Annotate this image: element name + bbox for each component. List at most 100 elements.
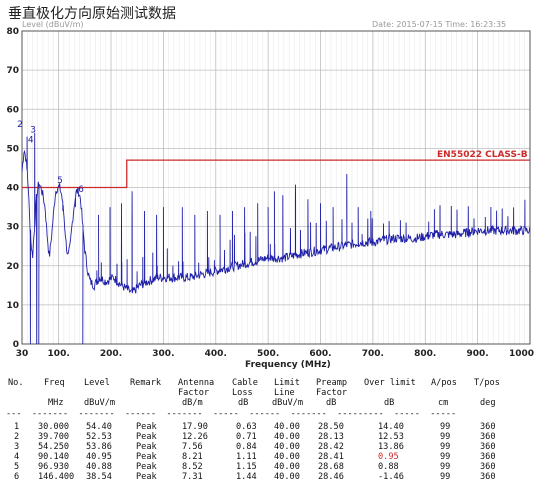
table-cell-over: 0.88	[378, 462, 399, 472]
x-tick-label: 1000	[509, 349, 534, 359]
table-cell-freq: 54.250	[38, 442, 70, 452]
table-cell-over: 0.95	[378, 452, 399, 462]
table-cell-no: 4	[14, 452, 20, 462]
table-cell-apos: 99	[440, 442, 451, 452]
table-cell-level: 40.88	[86, 462, 112, 472]
table-cell-antenna: 12.26	[182, 432, 208, 442]
table-cell-preamp: 28.50	[318, 422, 344, 432]
table-cell-remark: Peak	[136, 442, 157, 452]
table-cell-cable: 0.84	[236, 442, 257, 452]
y-tick-label: 20	[6, 262, 19, 272]
table-cell-no: 2	[14, 432, 20, 442]
col-antenna-unit: dB/m	[182, 398, 203, 408]
table-cell-over: 14.40	[378, 422, 404, 432]
table-cell-freq: 90.140	[38, 452, 70, 462]
table-cell-antenna: 7.31	[182, 472, 203, 482]
x-tick-label: 30	[16, 349, 29, 359]
marker-label-6: 6	[78, 185, 84, 195]
y-tick-label: 40	[6, 184, 19, 194]
x-axis-label: Frequency (MHz)	[245, 360, 331, 370]
table-cell-no: 6	[14, 472, 20, 482]
page-caption: 垂直极化方向原始测试数据	[8, 6, 176, 22]
table-cell-no: 1	[14, 422, 20, 432]
col-limit-unit: dBuV/m	[272, 398, 304, 408]
table-cell-tpos: 360	[480, 472, 496, 482]
col-over: Over limit	[364, 378, 416, 388]
marker-label-4: 4	[28, 135, 34, 145]
col-level-unit: dBuV/m	[84, 398, 116, 408]
table-cell-freq: 30.000	[38, 422, 70, 432]
col-freq: Freq	[44, 378, 65, 388]
col-tpos-unit: deg	[480, 398, 496, 408]
emission-trace-group	[21, 132, 531, 345]
table-cell-limit: 40.00	[274, 472, 300, 482]
table-header: No. Freq MHz Level dBuV/m Remark Antenna…	[6, 376, 536, 420]
table-cell-tpos: 360	[480, 462, 496, 472]
chart-axes: 0 10 20 30 40 50 60 70 80 30 100. 200. 300. 400. 500. 6…	[6, 27, 534, 359]
watermark	[388, 452, 536, 498]
table-cell-preamp: 28.41	[318, 452, 344, 462]
table-cell-limit: 40.00	[274, 432, 300, 442]
table-cell-no: 3	[14, 442, 20, 452]
col-cable-unit: dB	[238, 398, 249, 408]
table-cell-over: 12.53	[378, 432, 404, 442]
x-tick-label: 300.	[152, 349, 174, 359]
x-tick-label: 700.	[362, 349, 384, 359]
col-cable: Cable	[232, 378, 258, 388]
chart-header-right: Date: 2015-07-15 Time: 16:23:35	[372, 20, 506, 29]
table-cell-preamp: 28.46	[318, 472, 344, 482]
x-tick-label: 800.	[414, 349, 436, 359]
col-preamp-2: Factor	[316, 388, 348, 398]
marker-label-3: 3	[30, 125, 36, 135]
table-cell-freq: 146.400	[38, 472, 75, 482]
col-preamp-unit: dB	[326, 398, 337, 408]
table-cell-cable: 0.71	[236, 432, 257, 442]
table-cell-freq: 96.930	[38, 462, 70, 472]
table-cell-over: 13.86	[378, 442, 404, 452]
table-cell-cable: 1.11	[236, 452, 257, 462]
col-tpos: T/pos	[474, 378, 500, 388]
col-apos: A/pos	[431, 378, 457, 388]
table-cell-antenna: 7.56	[182, 442, 203, 452]
table-cell-apos: 99	[440, 422, 451, 432]
table-cell-cable: 1.15	[236, 462, 257, 472]
table-cell-over: -1.46	[378, 472, 404, 482]
table-cell-tpos: 360	[480, 442, 496, 452]
table-cell-remark: Peak	[136, 422, 157, 432]
col-freq-unit: MHz	[48, 398, 64, 408]
peak-markers: 234 5 6	[17, 120, 84, 195]
table-cell-remark: Peak	[136, 472, 157, 482]
marker-label-2: 2	[17, 120, 23, 130]
x-tick-label: 600.	[309, 349, 331, 359]
table-row: 6 146.400 38.54 Peak 7.31 1.44 40.00 28.46 -1.46…	[6, 472, 536, 482]
table-cell-level: 53.86	[86, 442, 112, 452]
table-cell-apos: 99	[440, 452, 451, 462]
col-limit-2: Line	[274, 388, 295, 398]
table-cell-preamp: 28.68	[318, 462, 344, 472]
table-cell-tpos: 360	[480, 452, 496, 462]
y-tick-label: 0	[13, 340, 19, 350]
col-preamp: Preamp	[316, 378, 348, 388]
table-cell-cable: 0.63	[236, 422, 257, 432]
x-tick-label: 500.	[257, 349, 279, 359]
marker-label-5: 5	[57, 176, 63, 186]
table-row: 2 39.700 52.53 Peak 12.26 0.71 40.00 28.13 12.53…	[6, 432, 536, 442]
x-tick-label: 400.	[205, 349, 227, 359]
table-cell-antenna: 8.52	[182, 462, 203, 472]
limit-line-group	[22, 159, 530, 189]
table-cell-remark: Peak	[136, 432, 157, 442]
col-level: Level	[84, 378, 110, 388]
table-row: 3 54.250 53.86 Peak 7.56 0.84 40.00 28.42 13.86 9…	[6, 442, 536, 452]
y-tick-label: 30	[6, 223, 19, 233]
table-row: 5 96.930 40.88 Peak 8.52 1.15 40.00 28.68 0.88 99…	[6, 462, 536, 472]
table-cell-tpos: 360	[480, 422, 496, 432]
x-tick-label: 100.	[48, 349, 70, 359]
table-cell-tpos: 360	[480, 432, 496, 442]
table-cell-remark: Peak	[136, 462, 157, 472]
table-cell-preamp: 28.13	[318, 432, 344, 442]
x-tick-label: 200.	[100, 349, 122, 359]
table-cell-limit: 40.00	[274, 422, 300, 432]
col-apos-unit: cm	[438, 398, 449, 408]
emission-trace	[21, 132, 531, 345]
table-cell-apos: 99	[440, 472, 451, 482]
